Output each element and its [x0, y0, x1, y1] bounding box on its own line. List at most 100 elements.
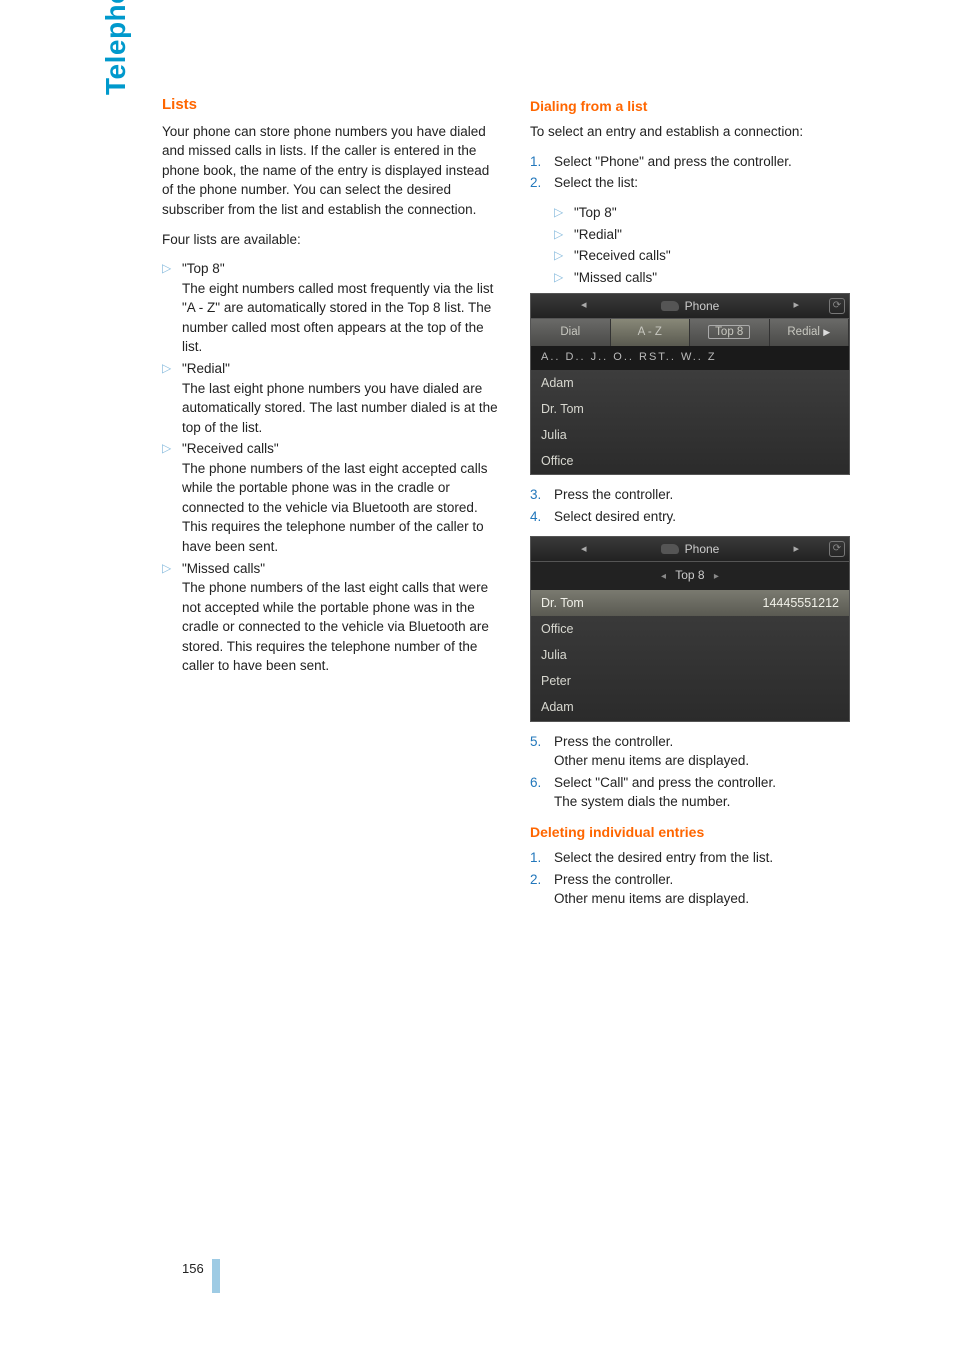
step-6: 6. Select "Call" and press the controlle…	[530, 773, 870, 812]
step-number: 5.	[530, 732, 554, 771]
sub-bullet: ▷ "Received calls"	[554, 246, 870, 266]
phone-screenshot-top8: ◂ Phone ▸ ⟳ ◂ Top 8 ▸ Dr. Tom 1444555121…	[530, 536, 850, 721]
step-text-2: The system dials the number.	[554, 792, 870, 812]
dialing-steps-c: 5. Press the controller. Other menu item…	[530, 732, 870, 812]
sub-bullet-text: "Missed calls"	[574, 268, 870, 288]
bullet-top8: ▷ "Top 8" The eight numbers called most …	[162, 259, 502, 357]
ss-subtab: ◂ Top 8 ▸	[530, 562, 850, 590]
heading-dialing: Dialing from a list	[530, 96, 870, 116]
step-1: 1. Select "Phone" and press the controll…	[530, 152, 870, 172]
bullet-head: "Redial"	[182, 359, 502, 379]
select-list-options: ▷ "Top 8" ▷ "Redial" ▷ "Received calls" …	[554, 203, 870, 287]
ss-row: Julia	[531, 642, 849, 668]
page-accent-bar	[212, 1259, 220, 1293]
lists-sub: Four lists are available:	[162, 230, 502, 250]
ss-row: Office	[531, 616, 849, 642]
del-step-1: 1. Select the desired entry from the lis…	[530, 848, 870, 868]
sub-bullet-text: "Received calls"	[574, 246, 870, 266]
ss-tab-row: Dial A - Z Top 8 Redial ▶	[530, 319, 850, 346]
step-text: Press the controller.	[554, 732, 870, 752]
arrow-right-icon: ▸	[714, 571, 719, 582]
ss-tab-az: A - Z	[611, 319, 691, 346]
step-number: 1.	[530, 152, 554, 172]
dialing-intro: To select an entry and establish a conne…	[530, 122, 870, 142]
step-number: 2.	[530, 870, 554, 909]
page: Telephoning Lists Your phone can store p…	[0, 0, 954, 1351]
section-side-tab: Telephoning	[100, 0, 132, 95]
left-column: Lists Your phone can store phone numbers…	[162, 94, 502, 919]
sub-bullet-text: "Redial"	[574, 225, 870, 245]
sub-bullet: ▷ "Redial"	[554, 225, 870, 245]
ss-row: Adam	[531, 370, 849, 396]
step-text: Press the controller.	[554, 485, 870, 505]
arrow-right-icon: ▸	[793, 542, 799, 558]
bullet-redial: ▷ "Redial" The last eight phone numbers …	[162, 359, 502, 437]
sub-bullet-text: "Top 8"	[574, 203, 870, 223]
step-text: Press the controller.	[554, 870, 870, 890]
phone-icon	[661, 301, 679, 311]
triangle-icon: ▷	[162, 359, 182, 437]
ss-tab-top8: Top 8	[690, 319, 770, 346]
ss-row-selected: Dr. Tom 14445551212	[531, 590, 849, 616]
bullet-received: ▷ "Received calls" The phone numbers of …	[162, 439, 502, 556]
step-number: 4.	[530, 507, 554, 527]
heading-lists: Lists	[162, 94, 502, 116]
dialing-steps-b: 3. Press the controller. 4. Select desir…	[530, 485, 870, 526]
phone-screenshot-tabs: ◂ Phone ▸ ⟳ Dial A - Z Top 8 Redial ▶ A.…	[530, 293, 850, 475]
right-column: Dialing from a list To select an entry a…	[530, 94, 870, 919]
step-4: 4. Select desired entry.	[530, 507, 870, 527]
ss-subtab-label: Top 8	[675, 568, 704, 582]
ss-alpha-index: A.. D.. J.. O.. RST.. W.. Z	[530, 346, 850, 370]
step-text: Select the desired entry from the list.	[554, 848, 870, 868]
ss-tab-dial: Dial	[531, 319, 611, 346]
step-number: 1.	[530, 848, 554, 868]
step-number: 6.	[530, 773, 554, 812]
ss-titlebar: ◂ Phone ▸ ⟳	[530, 536, 850, 562]
triangle-icon: ▷	[162, 259, 182, 357]
triangle-icon: ▷	[162, 439, 182, 556]
corner-icon: ⟳	[829, 541, 845, 557]
step-5: 5. Press the controller. Other menu item…	[530, 732, 870, 771]
ss-row-number: 14445551212	[763, 594, 839, 612]
lists-intro: Your phone can store phone numbers you h…	[162, 122, 502, 220]
ss-contact-list: Adam Dr. Tom Julia Office	[530, 370, 850, 476]
step-text-2: Other menu items are displayed.	[554, 751, 870, 771]
triangle-icon: ▷	[554, 203, 574, 223]
bullet-head: "Top 8"	[182, 259, 502, 279]
step-text: Select desired entry.	[554, 507, 870, 527]
step-number: 2.	[530, 173, 554, 193]
phone-icon	[661, 544, 679, 554]
arrow-left-icon: ◂	[661, 571, 666, 582]
del-step-2: 2. Press the controller. Other menu item…	[530, 870, 870, 909]
ss-row: Office	[531, 448, 849, 474]
sub-bullet: ▷ "Top 8"	[554, 203, 870, 223]
deleting-steps: 1. Select the desired entry from the lis…	[530, 848, 870, 909]
triangle-icon: ▷	[554, 225, 574, 245]
bullet-head: "Missed calls"	[182, 559, 502, 579]
dialing-steps-a: 1. Select "Phone" and press the controll…	[530, 152, 870, 193]
step-3: 3. Press the controller.	[530, 485, 870, 505]
content-columns: Lists Your phone can store phone numbers…	[162, 94, 872, 919]
bullet-head: "Received calls"	[182, 439, 502, 459]
triangle-icon: ▷	[162, 559, 182, 676]
ss-row: Dr. Tom	[531, 396, 849, 422]
corner-icon: ⟳	[829, 298, 845, 314]
ss-row-name: Dr. Tom	[541, 594, 584, 612]
ss-row: Adam	[531, 694, 849, 720]
triangle-icon: ▷	[554, 268, 574, 288]
page-number: 156	[182, 1261, 204, 1276]
heading-deleting: Deleting individual entries	[530, 822, 870, 842]
ss-titlebar: ◂ Phone ▸ ⟳	[530, 293, 850, 319]
ss-top8-list: Dr. Tom 14445551212 Office Julia Peter A…	[530, 590, 850, 722]
step-number: 3.	[530, 485, 554, 505]
arrow-left-icon: ◂	[581, 298, 587, 314]
ss-title: Phone	[685, 541, 720, 558]
bullet-desc: The phone numbers of the last eight acce…	[182, 459, 502, 557]
ss-row: Julia	[531, 422, 849, 448]
triangle-icon: ▷	[554, 246, 574, 266]
ss-row: Peter	[531, 668, 849, 694]
arrow-left-icon: ◂	[581, 542, 587, 558]
step-text: Select "Phone" and press the controller.	[554, 152, 870, 172]
sub-bullet: ▷ "Missed calls"	[554, 268, 870, 288]
ss-title: Phone	[685, 298, 720, 315]
